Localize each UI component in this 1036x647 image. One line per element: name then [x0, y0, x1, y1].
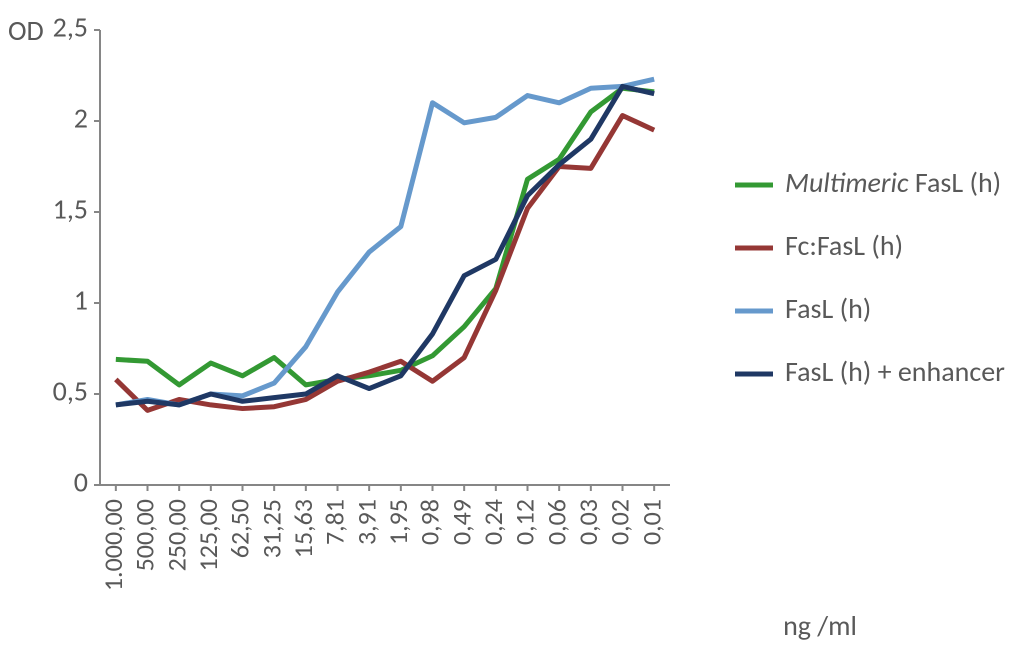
x-tick-label: 0,02 — [604, 499, 636, 545]
x-tick-label: 1.000,00 — [97, 499, 129, 591]
x-tick-label: 0,24 — [477, 499, 509, 545]
x-tick-label: 0,12 — [509, 499, 541, 545]
x-tick-label: 0,98 — [414, 499, 446, 545]
x-tick-label: 7,81 — [319, 499, 351, 545]
legend-label: FasL (h) — [785, 291, 871, 326]
x-tick-label: 0,03 — [572, 499, 604, 545]
x-tick-label: 31,25 — [255, 499, 287, 558]
y-tick-label: 1 — [74, 283, 88, 318]
y-tick-label: 2 — [74, 101, 88, 136]
legend-swatch — [735, 246, 773, 251]
chart-svg: 0 0,5 1 1,5 2 2,5 OD 1.000,00500,00250,00125,00… — [0, 0, 1036, 647]
x-tick-label: 0,06 — [540, 499, 572, 545]
x-tick-label: 500,00 — [129, 499, 161, 571]
x-tick-label: 0,49 — [445, 499, 477, 545]
chart-container: 0 0,5 1 1,5 2 2,5 OD 1.000,00500,00250,00125,00… — [0, 0, 1036, 647]
x-tick-label: 125,00 — [192, 499, 224, 571]
legend-label: Fc:FasL (h) — [785, 228, 903, 263]
legend-label: Multimeric FasL (h) — [785, 165, 1001, 200]
legend-swatch — [735, 183, 773, 188]
legend-label: FasL (h) + enhancer — [785, 354, 1005, 389]
y-axis-title: OD — [8, 13, 44, 48]
x-tick-label: 1,95 — [382, 499, 414, 545]
x-tick-label: 250,00 — [160, 499, 192, 571]
x-tick-label: 15,63 — [287, 499, 319, 558]
legend-swatch — [735, 372, 773, 377]
legend-swatch — [735, 309, 773, 314]
x-tick-label: 0,01 — [635, 499, 667, 545]
y-tick-label: 0,5 — [53, 374, 88, 409]
y-tick-label: 0 — [74, 465, 88, 500]
series-line — [116, 116, 654, 411]
y-tick-label: 2,5 — [53, 10, 88, 45]
x-axis-title: ng /ml — [783, 608, 857, 643]
x-tick-label: 3,91 — [350, 499, 382, 545]
series-line — [116, 79, 654, 405]
y-tick-label: 1,5 — [53, 192, 88, 227]
x-tick-label: 62,50 — [224, 499, 256, 558]
